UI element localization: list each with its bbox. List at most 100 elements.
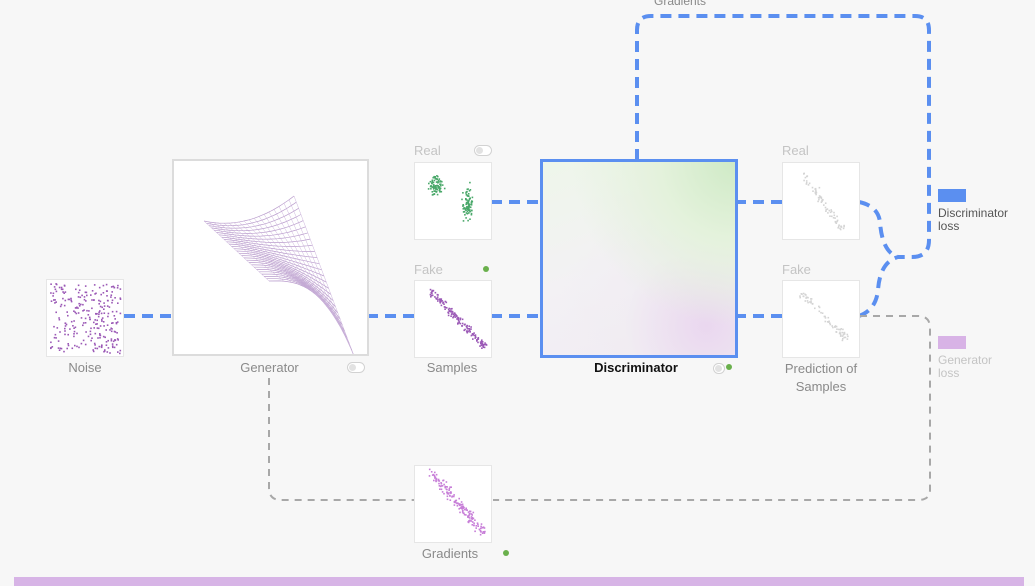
prediction-point (843, 224, 845, 227)
fake-point (468, 327, 471, 330)
real-point (440, 190, 443, 193)
gradient-point (449, 486, 451, 488)
generator-loss-label: Generator loss (938, 354, 992, 380)
prediction-point (805, 182, 808, 184)
fake-prediction-thumbnail[interactable] (782, 280, 860, 358)
prediction-point (827, 316, 830, 319)
fake-point (448, 307, 451, 310)
noise-point (110, 338, 113, 340)
gradient-point (460, 501, 463, 503)
fake-point (481, 341, 483, 344)
fake-point (451, 312, 453, 315)
real-point (466, 190, 468, 193)
gradient-point (438, 480, 441, 482)
generator-toggle-icon[interactable] (347, 362, 365, 373)
real-prediction-thumbnail[interactable] (782, 162, 860, 240)
noise-point (117, 339, 119, 341)
noise-point (66, 347, 68, 350)
prediction-point (805, 296, 808, 298)
noise-point (94, 319, 96, 321)
noise-point (66, 311, 68, 313)
fake-samples-thumbnail[interactable] (414, 280, 492, 358)
discriminator-box[interactable] (540, 159, 738, 358)
gradient-point (437, 478, 440, 481)
prediction-point (832, 326, 834, 329)
noise-point (103, 312, 106, 314)
prediction-point (836, 215, 838, 218)
noise-point (113, 346, 116, 349)
noise-point (55, 311, 57, 314)
prediction-point (842, 334, 845, 336)
gradient-point (440, 485, 443, 487)
noise-point (57, 347, 60, 349)
noise-point (58, 318, 61, 321)
gradient-point (433, 479, 435, 482)
prediction-point (844, 336, 847, 339)
gradient-point (484, 530, 486, 533)
fake-point (467, 328, 470, 330)
gradient-point (455, 501, 457, 504)
prediction-point (815, 190, 817, 193)
fake-point (435, 297, 437, 300)
generator-box[interactable] (172, 159, 369, 357)
gradient-point (477, 523, 479, 526)
gradient-point (482, 531, 485, 533)
fake-point (442, 302, 444, 304)
noise-point (109, 352, 111, 354)
manifold-line (248, 219, 326, 305)
noise-point (54, 302, 56, 304)
prediction-point (799, 296, 801, 299)
real-toggle-icon[interactable] (474, 145, 492, 156)
real-point (435, 181, 438, 183)
fake-point (452, 315, 455, 318)
noise-thumbnail[interactable] (46, 279, 124, 357)
gradient-point (468, 520, 471, 522)
real-point (433, 179, 436, 182)
fake-point (468, 329, 471, 332)
noise-point (114, 318, 116, 320)
noise-point (63, 350, 65, 353)
noise-point (85, 331, 87, 333)
prediction-point (823, 204, 825, 206)
real-point (439, 183, 441, 186)
noise-point (62, 297, 64, 300)
noise-point (106, 299, 109, 302)
prediction-point (843, 225, 845, 228)
noise-point (83, 298, 86, 301)
noise-point (53, 325, 55, 328)
gradient-point (465, 514, 467, 516)
discriminator-toggle-icon[interactable] (713, 363, 725, 374)
prediction-point (836, 220, 838, 223)
manifold-line (288, 199, 352, 350)
noise-point (119, 349, 122, 352)
fake-point (479, 341, 482, 343)
gradients-thumbnail[interactable] (414, 465, 492, 543)
noise-point (110, 296, 112, 298)
noise-point (95, 323, 97, 325)
noise-point (99, 300, 102, 303)
prediction-point (843, 336, 845, 339)
gradient-point (458, 508, 460, 510)
real-samples-label: Real (414, 143, 441, 158)
fake-point (438, 298, 440, 301)
noise-point (114, 297, 116, 299)
prediction-point (831, 215, 833, 218)
gradient-point (446, 495, 449, 498)
noise-point (51, 346, 54, 348)
noise-point (111, 291, 113, 293)
gradient-point (450, 491, 452, 493)
real-samples-thumbnail[interactable] (414, 162, 492, 240)
prediction-point (847, 335, 849, 338)
prediction-point (824, 315, 826, 318)
prediction-point (818, 306, 821, 309)
noise-point (73, 310, 75, 312)
real-point (465, 201, 468, 204)
manifold-line (283, 203, 349, 343)
real-point (467, 206, 469, 209)
fake-point (454, 316, 457, 318)
prediction-point (802, 292, 805, 295)
prediction-point (815, 191, 818, 194)
noise-point (68, 298, 71, 301)
gradient-point (443, 483, 445, 486)
prediction-point (818, 198, 820, 201)
